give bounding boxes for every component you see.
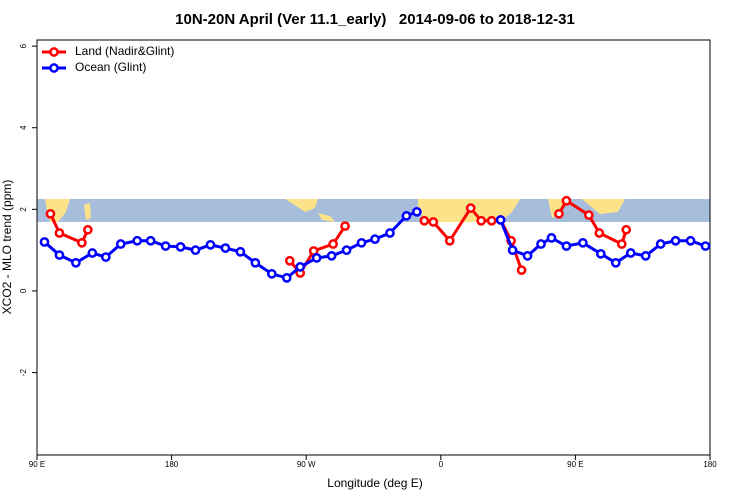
data-point bbox=[640, 251, 651, 261]
data-point bbox=[284, 255, 295, 266]
data-point bbox=[610, 257, 621, 268]
legend-label: Ocean (Glint) bbox=[75, 60, 146, 74]
y-axis-label: XCO2 - MLO trend (ppm) bbox=[0, 180, 14, 315]
data-point bbox=[428, 217, 439, 227]
chart-title: 10N-20N April (Ver 11.1_early) 2014-09-0… bbox=[175, 11, 575, 28]
y-tick-label: 4 bbox=[19, 125, 28, 130]
legend-label: Land (Nadir&Glint) bbox=[75, 44, 174, 58]
data-point bbox=[82, 224, 93, 235]
data-point bbox=[190, 245, 201, 256]
data-point bbox=[220, 243, 231, 253]
data-point bbox=[115, 239, 126, 249]
data-point bbox=[235, 246, 246, 257]
data-point bbox=[486, 215, 497, 226]
data-point bbox=[616, 239, 627, 249]
legend-marker bbox=[49, 63, 59, 73]
x-axis-label: Longitude (deg E) bbox=[327, 476, 422, 490]
y-tick-label: 2 bbox=[19, 207, 28, 212]
data-point bbox=[385, 228, 395, 238]
data-point bbox=[595, 248, 606, 259]
data-point bbox=[561, 241, 572, 251]
data-point bbox=[444, 235, 455, 246]
data-point bbox=[536, 239, 546, 249]
data-point bbox=[160, 241, 171, 251]
data-point bbox=[77, 237, 87, 248]
data-point bbox=[594, 228, 605, 238]
data-point bbox=[670, 235, 681, 246]
data-point bbox=[356, 237, 367, 248]
data-point bbox=[87, 248, 98, 258]
x-tick-label: 90 E bbox=[29, 460, 45, 469]
y-tick-label: -2 bbox=[19, 368, 28, 376]
data-point bbox=[145, 235, 156, 246]
data-point bbox=[132, 235, 143, 246]
map-strip bbox=[37, 199, 710, 222]
data-point bbox=[401, 211, 412, 221]
data-point bbox=[45, 208, 56, 219]
data-point bbox=[311, 253, 322, 263]
data-point bbox=[495, 215, 506, 225]
data-point bbox=[412, 206, 422, 217]
data-point bbox=[370, 234, 380, 244]
data-point bbox=[340, 221, 350, 231]
data-point bbox=[250, 257, 261, 268]
data-point bbox=[295, 262, 306, 272]
data-point bbox=[584, 210, 594, 220]
x-tick-label: 180 bbox=[165, 460, 179, 469]
data-point bbox=[655, 239, 666, 249]
data-point bbox=[516, 265, 527, 275]
data-point bbox=[507, 245, 518, 256]
y-tick-label: 6 bbox=[19, 43, 28, 48]
data-point bbox=[326, 251, 337, 261]
data-point bbox=[100, 252, 111, 262]
data-point bbox=[341, 245, 352, 256]
plot-frame bbox=[36, 39, 711, 456]
data-point bbox=[621, 224, 632, 235]
data-point bbox=[465, 203, 476, 213]
data-point bbox=[54, 228, 65, 238]
data-point bbox=[39, 237, 50, 247]
data-point bbox=[625, 248, 636, 258]
data-point bbox=[419, 215, 430, 226]
data-point bbox=[546, 233, 557, 243]
x-tick-label: 0 bbox=[439, 460, 444, 469]
data-point bbox=[54, 250, 65, 260]
data-point bbox=[522, 251, 533, 261]
data-point bbox=[578, 237, 588, 248]
data-point bbox=[328, 239, 338, 249]
data-point bbox=[175, 242, 186, 252]
x-tick-label: 180 bbox=[703, 460, 717, 469]
data-point bbox=[266, 268, 277, 279]
legend-marker bbox=[49, 47, 59, 57]
data-point bbox=[281, 273, 292, 283]
data-point bbox=[700, 241, 711, 251]
data-point bbox=[554, 208, 564, 219]
data-point bbox=[685, 235, 696, 246]
data-point bbox=[476, 215, 487, 226]
data-point bbox=[561, 195, 572, 206]
y-tick-label: 0 bbox=[19, 288, 28, 293]
x-tick-label: 90 E bbox=[567, 460, 583, 469]
data-point bbox=[71, 257, 81, 268]
data-point bbox=[205, 239, 216, 250]
x-tick-label: 90 W bbox=[297, 460, 316, 469]
